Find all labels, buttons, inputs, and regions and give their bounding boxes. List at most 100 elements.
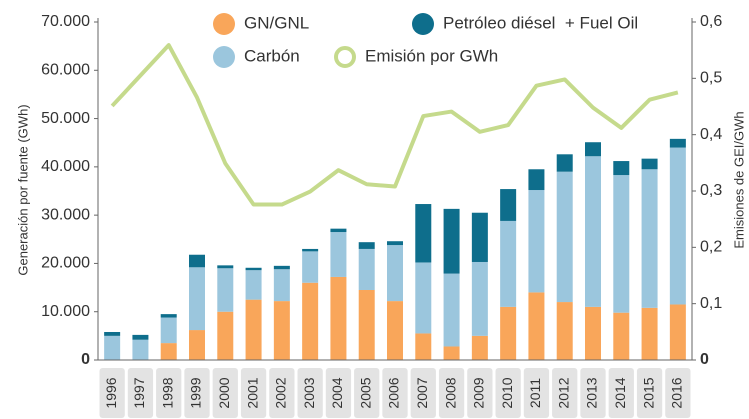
bar-segment — [160, 343, 177, 360]
bar-segment — [443, 273, 460, 347]
x-label-box — [325, 368, 352, 418]
x-tick-label: 2004 — [329, 377, 345, 408]
x-label-box — [354, 368, 380, 418]
bar-segment — [471, 261, 488, 336]
x-tick-label: 1998 — [159, 377, 175, 408]
x-label-box — [297, 368, 323, 418]
x-tick-label: 1999 — [188, 377, 204, 408]
x-label-box — [410, 368, 436, 418]
y-tick-label: 70.000 — [41, 13, 90, 30]
bar-segment — [556, 302, 573, 360]
x-label-box — [580, 368, 606, 418]
x-tick-label: 2002 — [273, 377, 289, 408]
bar-segment — [273, 301, 290, 360]
x-label-box — [552, 368, 578, 418]
bar-segment — [302, 248, 319, 252]
bar-segment — [387, 245, 403, 302]
bar-segment — [132, 339, 149, 360]
x-tick-label: 2009 — [471, 377, 487, 408]
y-tick-label: 30.000 — [41, 206, 90, 223]
bar-segment — [613, 175, 630, 313]
x-tick-label: 2003 — [301, 377, 317, 408]
y2-tick-label: 0,3 — [700, 182, 722, 199]
bar-segment — [160, 317, 177, 344]
legend-marker — [334, 46, 356, 68]
bar-segment — [415, 333, 432, 360]
y2-tick-label: 0,1 — [700, 295, 722, 312]
bar-segment — [273, 269, 290, 302]
x-tick-label: 2010 — [499, 377, 515, 408]
y-tick-label: 20.000 — [41, 255, 90, 272]
bar-segment — [641, 158, 658, 170]
bar-segment — [358, 242, 375, 249]
bar-segment — [556, 171, 573, 303]
x-label-box — [608, 368, 634, 418]
bar-segment — [500, 306, 517, 360]
x-label-box — [184, 368, 210, 418]
bar-segment — [273, 265, 290, 270]
x-label-box — [523, 368, 550, 418]
bar-segment — [189, 330, 205, 360]
bar-segment — [669, 304, 686, 360]
bar-segment — [330, 228, 347, 233]
x-tick-label: 2015 — [640, 377, 656, 408]
bar-segment — [669, 138, 686, 148]
x-label-box — [240, 368, 267, 418]
bar-segment — [641, 169, 658, 308]
y-tick-label: 0 — [81, 351, 90, 368]
bar-segment — [104, 331, 121, 336]
bar-segment — [585, 306, 601, 360]
bar-segment — [245, 267, 262, 271]
bar-segment — [245, 270, 262, 300]
y2-axis-label: Emisiones de GEI/GWh — [731, 111, 746, 248]
bar-segment — [641, 307, 658, 360]
legend-label: Emisión por GWh — [365, 46, 498, 65]
x-label-box — [438, 368, 465, 418]
bar-segment — [387, 301, 403, 360]
bar-segment — [415, 262, 432, 334]
y-tick-label: 50.000 — [41, 110, 90, 127]
x-label-box — [467, 368, 493, 418]
x-label-box — [495, 368, 521, 418]
y2-tick-label: 0,2 — [700, 239, 722, 256]
bar-segment — [217, 268, 234, 312]
bar-segment — [585, 156, 601, 307]
bar-segment — [500, 220, 517, 307]
bar-segment — [302, 282, 319, 360]
bar-segment — [528, 292, 545, 360]
x-tick-label: 2008 — [442, 377, 458, 408]
y2-tick-label: 0,6 — [700, 13, 722, 30]
x-label-box — [127, 368, 154, 418]
bar-segment — [415, 204, 432, 263]
x-label-box — [99, 368, 125, 418]
bar-segment — [132, 334, 149, 340]
bar-segment — [528, 190, 545, 293]
bar-segment — [217, 265, 234, 269]
y-axis-label: Generación por fuente (GWh) — [15, 104, 30, 275]
bar-segment — [330, 276, 347, 360]
bar-segment — [358, 289, 375, 360]
x-label-box — [636, 368, 663, 418]
bar-segment — [189, 267, 205, 331]
bar-segment — [471, 335, 488, 360]
y2-tick-label: 0 — [700, 351, 709, 368]
x-tick-label: 2005 — [357, 377, 373, 408]
y-tick-label: 10.000 — [41, 303, 90, 320]
bar-segment — [443, 346, 460, 360]
bar-segment — [585, 142, 601, 157]
bar-segment — [245, 299, 262, 360]
bar-segment — [471, 212, 488, 262]
x-tick-label: 2001 — [244, 377, 260, 408]
legend-marker — [412, 13, 434, 35]
bar-segment — [613, 312, 630, 360]
legend-label: Petróleo diésel + Fuel Oil — [443, 13, 638, 32]
x-tick-label: 2007 — [414, 377, 430, 408]
x-tick-label: 2000 — [216, 377, 232, 408]
bar-segment — [330, 232, 347, 277]
x-label-box — [382, 368, 408, 418]
x-tick-label: 2006 — [386, 377, 402, 408]
x-label-box — [269, 368, 295, 418]
bar-segment — [358, 248, 375, 290]
bar-segment — [302, 251, 319, 283]
